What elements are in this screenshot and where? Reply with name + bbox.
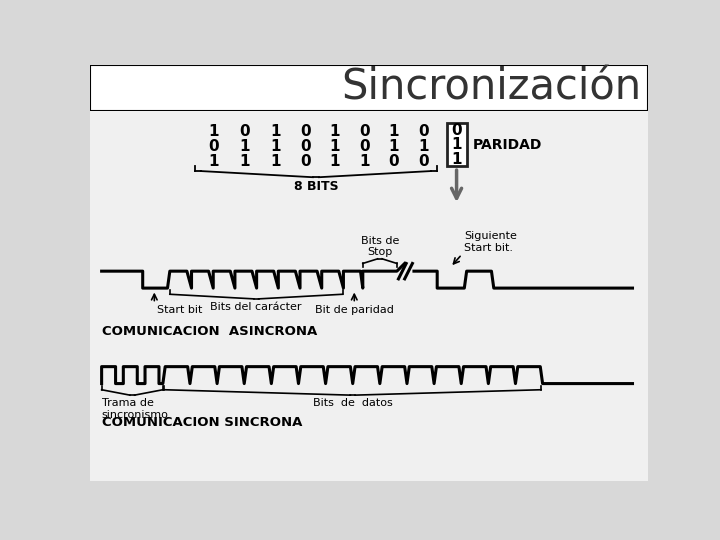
Text: Bits  de  datos: Bits de datos [313, 398, 392, 408]
Text: 0: 0 [389, 153, 399, 168]
Text: Bits del carácter: Bits del carácter [210, 302, 302, 312]
FancyBboxPatch shape [90, 111, 648, 481]
Text: 8 BITS: 8 BITS [294, 180, 338, 193]
FancyBboxPatch shape [90, 65, 648, 111]
Text: 1: 1 [240, 139, 251, 154]
Text: 0: 0 [209, 139, 220, 154]
Text: 1: 1 [271, 124, 282, 139]
Text: 1: 1 [451, 152, 462, 167]
Text: 0: 0 [359, 124, 369, 139]
Text: Bit de paridad: Bit de paridad [315, 305, 394, 315]
Text: 1: 1 [359, 153, 369, 168]
Text: 0: 0 [300, 153, 311, 168]
Text: 1: 1 [271, 139, 282, 154]
Text: 0: 0 [418, 124, 428, 139]
Text: Trama de
sincronismo: Trama de sincronismo [102, 398, 168, 420]
Text: COMUNICACION  ASINCRONA: COMUNICACION ASINCRONA [102, 325, 317, 338]
Text: PARIDAD: PARIDAD [473, 138, 542, 152]
Text: 0: 0 [451, 123, 462, 138]
Text: 1: 1 [330, 139, 340, 154]
Text: Bits de
Stop: Bits de Stop [361, 235, 399, 257]
Text: 1: 1 [418, 139, 428, 154]
Text: 1: 1 [389, 139, 399, 154]
Text: 0: 0 [300, 124, 311, 139]
Text: 1: 1 [209, 153, 220, 168]
Text: 1: 1 [330, 153, 340, 168]
Text: COMUNICACION SINCRONA: COMUNICACION SINCRONA [102, 416, 302, 429]
Text: 1: 1 [330, 124, 340, 139]
Text: Start bit: Start bit [158, 305, 203, 315]
Text: 1: 1 [389, 124, 399, 139]
Text: 1: 1 [271, 153, 282, 168]
Text: 0: 0 [418, 153, 428, 168]
Text: Siguiente
Start bit.: Siguiente Start bit. [464, 231, 517, 253]
Text: 1: 1 [209, 124, 220, 139]
Text: 0: 0 [359, 139, 369, 154]
Text: 0: 0 [240, 124, 251, 139]
FancyBboxPatch shape [446, 123, 467, 166]
Text: 0: 0 [300, 139, 311, 154]
Text: Sincronización: Sincronización [342, 67, 642, 109]
Text: 1: 1 [240, 153, 251, 168]
Text: 1: 1 [451, 137, 462, 152]
